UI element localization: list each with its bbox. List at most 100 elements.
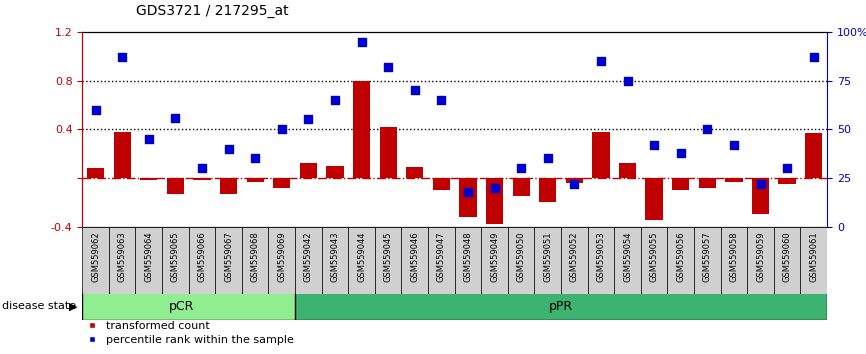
- Point: [195, 165, 209, 171]
- FancyBboxPatch shape: [507, 227, 534, 294]
- Legend: transformed count, percentile rank within the sample: transformed count, percentile rank withi…: [87, 321, 294, 345]
- Point: [222, 146, 236, 152]
- Bar: [406, 167, 423, 178]
- Text: GSM559053: GSM559053: [597, 231, 605, 282]
- Text: GSM559065: GSM559065: [171, 231, 180, 282]
- Text: ▶: ▶: [69, 301, 78, 311]
- FancyBboxPatch shape: [242, 227, 268, 294]
- Point: [621, 78, 635, 84]
- Text: GSM559061: GSM559061: [809, 231, 818, 282]
- Bar: [486, 178, 503, 224]
- Text: GSM559043: GSM559043: [331, 231, 339, 282]
- Text: GSM559046: GSM559046: [410, 231, 419, 282]
- FancyBboxPatch shape: [82, 227, 109, 294]
- Bar: [326, 166, 344, 178]
- FancyBboxPatch shape: [588, 227, 614, 294]
- Point: [780, 165, 794, 171]
- Text: GSM559062: GSM559062: [91, 231, 100, 282]
- Point: [249, 156, 262, 161]
- Bar: [513, 178, 530, 196]
- Text: GSM559067: GSM559067: [224, 231, 233, 282]
- Text: GSM559058: GSM559058: [729, 231, 739, 282]
- Point: [461, 189, 475, 194]
- Bar: [379, 127, 397, 178]
- Text: disease state: disease state: [2, 301, 76, 311]
- Point: [727, 142, 740, 148]
- Point: [540, 156, 554, 161]
- FancyBboxPatch shape: [641, 227, 668, 294]
- Bar: [672, 178, 689, 190]
- FancyBboxPatch shape: [428, 227, 455, 294]
- FancyBboxPatch shape: [800, 227, 827, 294]
- FancyBboxPatch shape: [774, 227, 800, 294]
- FancyBboxPatch shape: [82, 292, 295, 320]
- Text: pCR: pCR: [170, 300, 195, 313]
- Point: [701, 126, 714, 132]
- Point: [647, 142, 661, 148]
- Bar: [752, 178, 769, 215]
- Bar: [140, 178, 158, 180]
- FancyBboxPatch shape: [694, 227, 721, 294]
- Text: GSM559069: GSM559069: [277, 231, 287, 282]
- Point: [674, 150, 688, 155]
- Text: GSM559042: GSM559042: [304, 231, 313, 282]
- Text: GSM559044: GSM559044: [357, 231, 366, 282]
- Point: [594, 58, 608, 64]
- Point: [753, 181, 767, 187]
- Text: GSM559066: GSM559066: [197, 231, 206, 282]
- Point: [115, 55, 129, 60]
- FancyBboxPatch shape: [534, 227, 561, 294]
- FancyBboxPatch shape: [721, 227, 747, 294]
- Bar: [273, 178, 290, 188]
- Bar: [779, 178, 796, 184]
- Text: GDS3721 / 217295_at: GDS3721 / 217295_at: [136, 4, 288, 18]
- Bar: [459, 178, 476, 217]
- Bar: [645, 178, 662, 221]
- Text: GSM559052: GSM559052: [570, 231, 578, 282]
- Bar: [726, 178, 742, 182]
- FancyBboxPatch shape: [268, 227, 295, 294]
- FancyBboxPatch shape: [321, 227, 348, 294]
- Point: [88, 107, 102, 113]
- FancyBboxPatch shape: [109, 227, 135, 294]
- Text: GSM559056: GSM559056: [676, 231, 685, 282]
- Point: [567, 181, 581, 187]
- Text: GSM559063: GSM559063: [118, 231, 126, 282]
- FancyBboxPatch shape: [295, 227, 321, 294]
- Point: [275, 126, 288, 132]
- Point: [435, 97, 449, 103]
- Bar: [300, 163, 317, 178]
- Bar: [540, 178, 556, 202]
- Bar: [592, 132, 610, 178]
- FancyBboxPatch shape: [189, 227, 216, 294]
- Point: [301, 117, 315, 122]
- Point: [354, 39, 368, 45]
- Bar: [167, 178, 184, 194]
- FancyBboxPatch shape: [455, 227, 481, 294]
- Text: GSM559057: GSM559057: [703, 231, 712, 282]
- Point: [488, 185, 501, 190]
- Text: GSM559054: GSM559054: [623, 231, 632, 282]
- Point: [328, 97, 342, 103]
- FancyBboxPatch shape: [481, 227, 507, 294]
- Point: [381, 64, 395, 70]
- FancyBboxPatch shape: [162, 227, 189, 294]
- Point: [807, 55, 821, 60]
- FancyBboxPatch shape: [402, 227, 428, 294]
- Text: GSM559060: GSM559060: [783, 231, 792, 282]
- Text: GSM559049: GSM559049: [490, 231, 499, 282]
- Bar: [433, 178, 450, 190]
- FancyBboxPatch shape: [348, 227, 375, 294]
- Bar: [247, 178, 264, 182]
- Bar: [699, 178, 716, 188]
- Bar: [805, 133, 823, 178]
- FancyBboxPatch shape: [614, 227, 641, 294]
- Bar: [565, 178, 583, 183]
- Text: GSM559059: GSM559059: [756, 231, 765, 282]
- Text: GSM559051: GSM559051: [543, 231, 553, 282]
- Bar: [619, 163, 637, 178]
- Text: GSM559068: GSM559068: [250, 231, 260, 282]
- Bar: [87, 168, 104, 178]
- Text: pPR: pPR: [549, 300, 573, 313]
- Point: [168, 115, 182, 120]
